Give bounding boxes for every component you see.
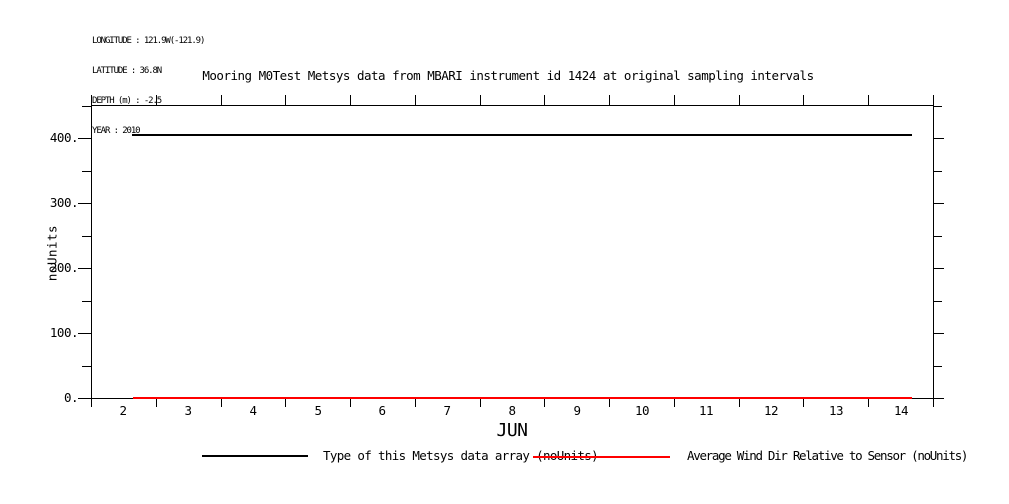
plot-frame-top — [91, 105, 934, 106]
x-tick-top — [285, 95, 286, 105]
y-tick-major-right — [934, 268, 944, 269]
y-tick-minor-left — [82, 106, 91, 107]
legend-label-series1: Type of this Metsys data array (noUnits) — [323, 448, 599, 463]
y-tick-minor-left — [82, 236, 91, 237]
series-line-2 — [133, 397, 912, 399]
x-tick-label: 5 — [314, 403, 322, 418]
x-tick-label: 7 — [443, 403, 451, 418]
legend-label-series2: Average Wind Dir Relative to Sensor (noU… — [687, 448, 968, 463]
metadata-line-year: YEAR : 2010 — [92, 126, 141, 136]
y-tick-label: 300. — [49, 195, 79, 210]
x-tick-bottom — [221, 399, 222, 407]
y-tick-minor-left — [82, 366, 91, 367]
y-tick-major-right — [934, 203, 944, 204]
y-tick-minor-right — [934, 236, 942, 237]
metadata-line-latitude: LATITUDE : 36.8N — [92, 66, 162, 76]
plot-frame-left — [91, 105, 92, 399]
x-tick-label: 14 — [893, 403, 909, 418]
y-tick-minor-right — [934, 171, 942, 172]
x-axis-title: JUN — [496, 420, 528, 441]
y-tick-major-right — [934, 138, 944, 139]
x-tick-top — [544, 95, 545, 105]
x-tick-label: 2 — [119, 403, 127, 418]
x-tick-top — [91, 95, 92, 105]
plot-title: Mooring M0Test Metsys data from MBARI in… — [202, 68, 814, 83]
y-tick-label: 100. — [49, 325, 79, 340]
y-tick-major-left — [78, 333, 91, 334]
x-tick-top — [156, 95, 157, 105]
legend-swatch-series1 — [202, 455, 308, 457]
x-tick-top — [609, 95, 610, 105]
x-tick-bottom — [415, 399, 416, 407]
plot-frame-right — [933, 105, 934, 399]
x-tick-bottom — [544, 399, 545, 407]
x-tick-top — [803, 95, 804, 105]
metadata-line-longitude: LONGITUDE : 121.9W(-121.9) — [92, 36, 205, 46]
x-tick-bottom — [803, 399, 804, 407]
x-tick-label: 4 — [249, 403, 257, 418]
y-tick-label: 200. — [49, 260, 79, 275]
y-tick-minor-right — [934, 106, 942, 107]
x-tick-bottom — [674, 399, 675, 407]
y-tick-minor-right — [934, 366, 942, 367]
x-tick-top — [415, 95, 416, 105]
x-tick-bottom — [868, 399, 869, 407]
x-tick-label: 8 — [508, 403, 516, 418]
x-tick-top — [221, 95, 222, 105]
y-tick-major-right — [934, 333, 944, 334]
series-line-1 — [132, 134, 912, 136]
x-tick-bottom — [285, 399, 286, 407]
y-tick-major-right — [934, 398, 944, 399]
y-tick-major-left — [78, 268, 91, 269]
x-tick-bottom — [156, 399, 157, 407]
metadata-block: LONGITUDE : 121.9W(-121.9) LATITUDE : 36… — [92, 16, 205, 156]
x-tick-label: 9 — [573, 403, 581, 418]
y-tick-minor-left — [82, 171, 91, 172]
x-tick-bottom — [350, 399, 351, 407]
x-tick-bottom — [609, 399, 610, 407]
x-tick-top — [739, 95, 740, 105]
legend-swatch-series2 — [533, 456, 670, 458]
x-tick-label: 10 — [634, 403, 650, 418]
y-tick-label: 400. — [49, 130, 79, 145]
x-tick-bottom — [480, 399, 481, 407]
x-tick-top — [674, 95, 675, 105]
x-tick-bottom — [933, 399, 934, 407]
y-tick-major-left — [78, 203, 91, 204]
y-tick-major-left — [78, 398, 91, 399]
y-tick-label: 0. — [63, 390, 79, 405]
x-tick-label: 3 — [184, 403, 192, 418]
metadata-line-depth: DEPTH (m) : -2.5 — [92, 96, 162, 106]
x-tick-top — [868, 95, 869, 105]
x-tick-bottom — [91, 399, 92, 407]
x-tick-top — [350, 95, 351, 105]
x-tick-label: 6 — [378, 403, 386, 418]
y-tick-major-left — [78, 138, 91, 139]
x-tick-label: 12 — [763, 403, 779, 418]
y-tick-minor-left — [82, 301, 91, 302]
x-tick-label: 11 — [698, 403, 714, 418]
x-tick-label: 13 — [828, 403, 844, 418]
x-tick-bottom — [739, 399, 740, 407]
y-tick-minor-right — [934, 301, 942, 302]
x-tick-top — [933, 95, 934, 105]
x-tick-top — [480, 95, 481, 105]
